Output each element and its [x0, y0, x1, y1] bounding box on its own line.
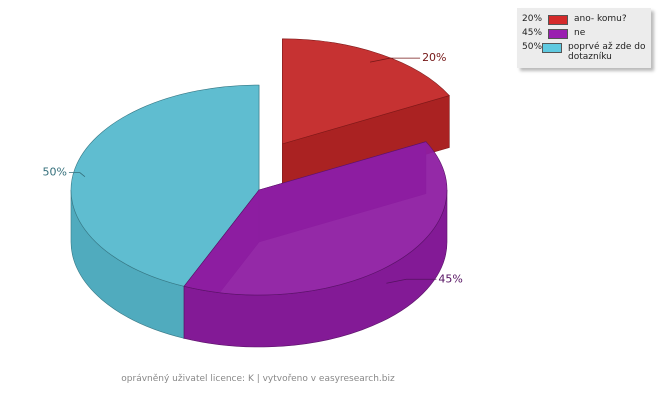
value-label: 50% — [42, 166, 66, 179]
footer: oprávněný uživatel licence: K | vytvořen… — [121, 374, 395, 384]
label-line — [369, 57, 421, 63]
legend-label: ne — [574, 28, 586, 38]
slice-top — [70, 84, 260, 287]
legend-value: 50% — [522, 42, 543, 52]
legend-swatch — [542, 43, 563, 53]
legend-value: 45% — [522, 28, 543, 38]
legend-item: 50% poprvé až zde do dotazníku — [522, 42, 646, 62]
legend-item: 45% ne — [522, 28, 646, 39]
legend-label: poprvé až zde do dotazníku — [568, 42, 646, 62]
value-label: 20% — [422, 51, 446, 64]
legend-value: 20% — [522, 14, 543, 24]
label-line — [386, 278, 437, 284]
slice — [282, 38, 450, 197]
slice — [183, 141, 448, 348]
legend-swatch — [548, 29, 568, 39]
legend-label: ano- komu? — [574, 14, 627, 24]
slice-top — [183, 141, 448, 296]
legend-swatch — [548, 15, 568, 25]
value-label: 45% — [438, 272, 462, 285]
legend-item: 20% ano- komu? — [522, 14, 646, 25]
label-line — [68, 172, 86, 177]
legend: 20% ano- komu? 45% ne 50% poprvé až zde do do… — [517, 8, 651, 68]
slice-top — [282, 38, 450, 145]
